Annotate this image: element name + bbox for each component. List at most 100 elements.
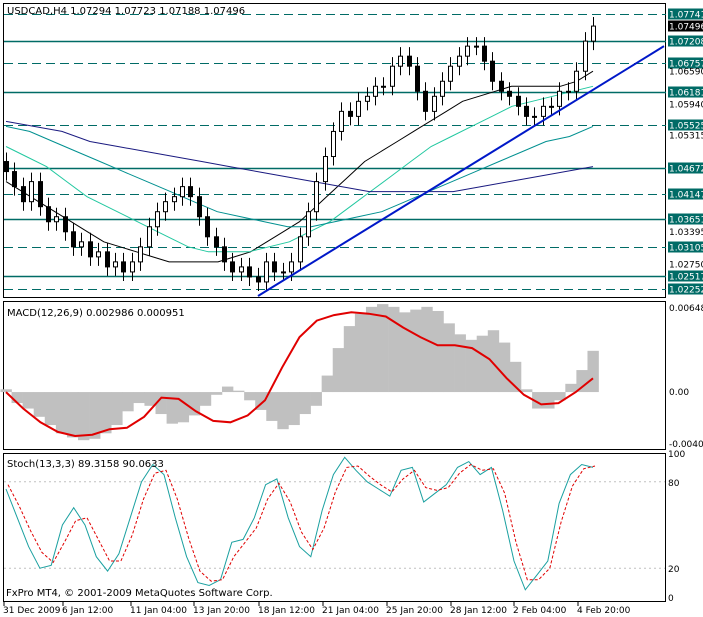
level-tag-4 <box>668 119 703 131</box>
candle-body-70 <box>591 25 596 42</box>
candle-body-24 <box>205 216 210 238</box>
macd-series <box>0 304 599 441</box>
candle-body-58 <box>490 60 495 82</box>
candle-body-43 <box>365 95 370 102</box>
macd-bar-9 <box>100 392 112 434</box>
candle-body-26 <box>222 246 227 263</box>
candle-body-29 <box>247 266 252 278</box>
candle-body-3 <box>29 181 34 203</box>
price-axis-ticks: 1.06590 1.05940 1.05315 1.03395 1.02750 <box>669 68 703 271</box>
macd-bar-46 <box>509 361 522 393</box>
candle-body-56 <box>474 45 479 48</box>
macd-bar-43 <box>476 335 489 393</box>
candle-body-53 <box>448 65 453 82</box>
moving-average-0 <box>5 70 594 263</box>
candle-body-40 <box>339 110 344 132</box>
candle-body-25 <box>214 236 219 248</box>
level-tag-2 <box>668 57 703 69</box>
level-tag-label-2: 1.06757 <box>669 60 703 70</box>
macd-bar-28 <box>310 392 322 406</box>
candle-body-30 <box>256 276 261 283</box>
candle-body-15 <box>130 261 135 273</box>
time-label-6: 25 Jan 20:00 <box>386 606 443 616</box>
stoch-panel-frame <box>3 453 666 602</box>
candle-body-47 <box>398 55 403 67</box>
time-label-5: 21 Jan 04:00 <box>322 606 379 616</box>
moving-averages <box>5 70 594 263</box>
macd-bar-27 <box>299 392 311 415</box>
candle-body-14 <box>121 261 126 273</box>
candle-body-39 <box>331 130 336 158</box>
macd-bar-13 <box>144 392 156 406</box>
macd-bar-18 <box>199 392 212 406</box>
level-tag-9 <box>668 270 703 282</box>
level-tag-1 <box>668 35 703 47</box>
candle-body-64 <box>541 105 546 117</box>
candle-body-35 <box>298 236 303 263</box>
macd-bar-32 <box>354 313 367 393</box>
level-tag-label-3: 1.06181 <box>669 89 703 99</box>
macd-bar-30 <box>332 348 345 393</box>
candle-body-45 <box>381 85 386 88</box>
macd-bar-31 <box>343 326 356 393</box>
candle-body-34 <box>289 261 294 273</box>
candle-body-31 <box>264 261 269 283</box>
macd-bar-42 <box>465 339 478 393</box>
level-tag-0 <box>668 8 703 20</box>
candle-body-60 <box>507 90 512 97</box>
time-label-3: 13 Jan 20:00 <box>193 606 250 616</box>
price-tick-6: 1.02750 <box>669 260 703 270</box>
level-tag-label-9: 1.02517 <box>669 273 703 283</box>
price-tick-1: 1.06590 <box>669 68 703 78</box>
candle-body-12 <box>105 251 110 268</box>
current-price-label: 1.07496 <box>669 23 703 33</box>
level-tag-10 <box>668 283 703 295</box>
candle-body-32 <box>272 261 277 273</box>
macd-bar-53 <box>587 350 599 393</box>
macd-bar-21 <box>233 390 245 393</box>
macd-tick-0: 0.00648 <box>669 304 703 314</box>
macd-bar-10 <box>111 392 123 426</box>
candle-body-41 <box>348 110 353 117</box>
candle-body-11 <box>96 251 101 258</box>
candle-body-19 <box>163 201 168 213</box>
macd-bar-37 <box>410 309 422 393</box>
candle-body-55 <box>465 45 470 57</box>
candle-body-49 <box>415 65 420 92</box>
time-axis-labels: 31 Dec 2009 6 Jan 12:00 11 Jan 04:00 13 Jan… <box>3 602 631 616</box>
macd-bar-47 <box>521 389 533 393</box>
price-tick-5: 1.03395 <box>669 228 703 238</box>
macd-bar-33 <box>365 306 378 393</box>
time-label-1: 6 Jan 12:00 <box>62 606 114 616</box>
macd-bar-26 <box>288 392 300 426</box>
macd-bar-6 <box>66 392 79 438</box>
stoch-series <box>4 456 665 591</box>
macd-bar-52 <box>576 370 588 393</box>
candle-body-7 <box>63 216 68 233</box>
candle-body-23 <box>197 196 202 218</box>
candle-body-16 <box>138 246 143 263</box>
candle-body-4 <box>38 181 43 208</box>
macd-bar-48 <box>532 392 544 409</box>
macd-bar-1 <box>11 392 23 404</box>
macd-signal-line <box>5 311 594 438</box>
candle-body-42 <box>356 100 361 117</box>
macd-bar-3 <box>33 392 46 417</box>
stoch-tick-1: 80 <box>668 479 680 489</box>
level-tag-label-10: 1.02252 <box>669 286 703 296</box>
macd-bar-39 <box>432 310 444 393</box>
candle-body-2 <box>21 186 26 203</box>
level-tag-8 <box>668 241 703 253</box>
current-price-tag <box>668 20 703 32</box>
macd-bar-38 <box>421 306 433 393</box>
macd-axis-ticks: 0.00648 0.00 -0.00407 <box>669 304 703 450</box>
level-tag-label-0: 1.07741 <box>669 11 703 21</box>
macd-tick-1: 0.00 <box>669 388 689 398</box>
candle-body-18 <box>155 211 160 228</box>
time-label-8: 2 Feb 04:00 <box>513 606 567 616</box>
candle-body-61 <box>516 95 521 107</box>
candle-body-38 <box>323 156 328 183</box>
macd-bar-34 <box>377 304 389 393</box>
candle-body-8 <box>71 231 76 248</box>
